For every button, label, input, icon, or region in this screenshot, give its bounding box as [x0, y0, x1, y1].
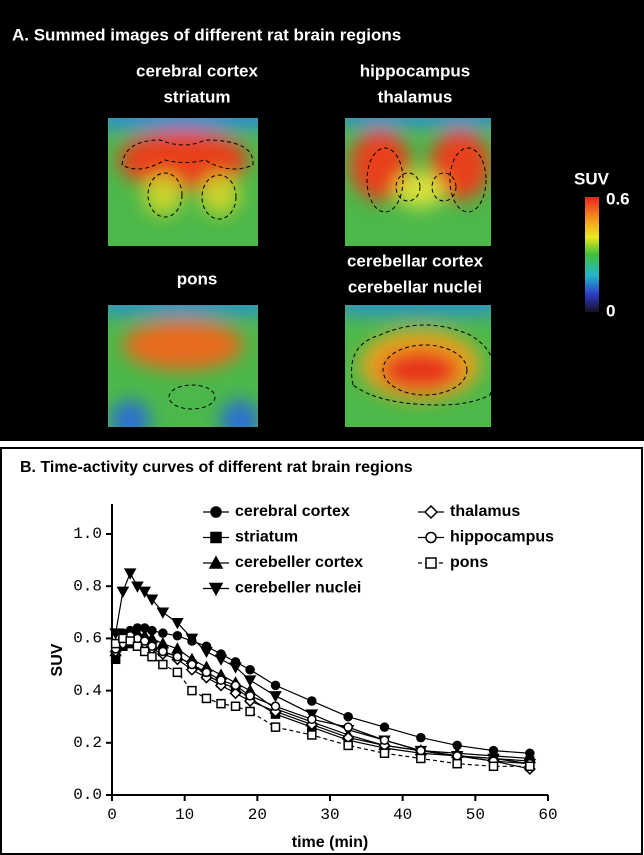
marker — [308, 715, 316, 723]
marker — [426, 533, 436, 543]
image-label: pons — [177, 269, 218, 288]
image-label: cerebral cortex — [136, 61, 258, 80]
brain-image — [100, 295, 270, 440]
marker — [381, 723, 389, 731]
marker — [426, 558, 436, 568]
image-label: cerebellar nuclei — [348, 277, 482, 296]
image-label: cerebellar cortex — [347, 251, 484, 270]
marker — [202, 694, 210, 702]
x-tick-label: 10 — [175, 806, 194, 824]
marker — [159, 647, 167, 655]
marker — [232, 702, 240, 710]
marker — [211, 533, 221, 543]
marker — [417, 754, 425, 762]
marker — [381, 736, 389, 744]
marker — [272, 723, 280, 731]
marker — [272, 702, 280, 710]
y-axis-label: SUV — [49, 643, 66, 676]
legend-label: cerebeller nuclei — [235, 580, 361, 597]
marker — [344, 741, 352, 749]
x-tick-label: 20 — [248, 806, 267, 824]
marker — [211, 507, 221, 517]
marker — [453, 752, 461, 760]
marker — [188, 687, 196, 695]
marker — [173, 668, 181, 676]
marker — [188, 661, 196, 669]
colorbar — [585, 197, 599, 312]
marker — [344, 713, 352, 721]
marker — [246, 707, 254, 715]
marker — [308, 697, 316, 705]
image-label: hippocampus — [360, 61, 471, 80]
image-label: striatum — [163, 87, 230, 106]
marker — [173, 653, 181, 661]
x-tick-label: 30 — [320, 806, 339, 824]
y-tick-label: 0.4 — [73, 682, 102, 700]
figure: A. Summed images of different rat brain … — [0, 0, 644, 855]
x-tick-label: 0 — [107, 806, 117, 824]
marker — [417, 747, 425, 755]
colorbar-title: SUV — [574, 169, 610, 188]
marker — [526, 762, 534, 770]
brain-image — [100, 105, 270, 246]
marker — [217, 676, 225, 684]
legend-label: striatum — [235, 529, 298, 546]
marker — [308, 731, 316, 739]
marker — [148, 653, 156, 661]
marker — [173, 632, 181, 640]
y-tick-label: 0.0 — [73, 786, 102, 804]
panel-a-title: A. Summed images of different rat brain … — [12, 25, 401, 44]
marker — [246, 692, 254, 700]
y-tick-label: 0.6 — [73, 630, 102, 648]
legend-label: hippocampus — [450, 529, 554, 546]
legend-label: pons — [450, 554, 488, 571]
x-axis-label: time (min) — [292, 834, 368, 851]
marker — [344, 723, 352, 731]
panel-a-background — [0, 0, 644, 441]
brain-image — [340, 105, 500, 246]
brain-image — [340, 295, 500, 427]
marker — [490, 762, 498, 770]
marker — [453, 760, 461, 768]
marker — [272, 681, 280, 689]
x-tick-label: 50 — [466, 806, 485, 824]
marker — [417, 734, 425, 742]
y-tick-label: 0.2 — [73, 734, 102, 752]
y-tick-label: 0.8 — [73, 577, 102, 595]
legend-label: cerebeller cortex — [235, 554, 363, 571]
marker — [159, 661, 167, 669]
colorbar-tick-label: 0.6 — [606, 189, 630, 208]
legend-label: thalamus — [450, 503, 520, 520]
x-tick-label: 60 — [538, 806, 557, 824]
legend-label: cerebral cortex — [235, 503, 350, 520]
x-tick-label: 40 — [393, 806, 412, 824]
image-label: thalamus — [378, 87, 453, 106]
marker — [381, 749, 389, 757]
marker — [202, 668, 210, 676]
colorbar-tick-label: 0 — [606, 301, 615, 320]
chart-title: B. Time-activity curves of different rat… — [20, 459, 413, 476]
marker — [159, 629, 167, 637]
y-tick-label: 1.0 — [73, 525, 102, 543]
marker — [232, 681, 240, 689]
marker — [246, 666, 254, 674]
marker — [217, 700, 225, 708]
